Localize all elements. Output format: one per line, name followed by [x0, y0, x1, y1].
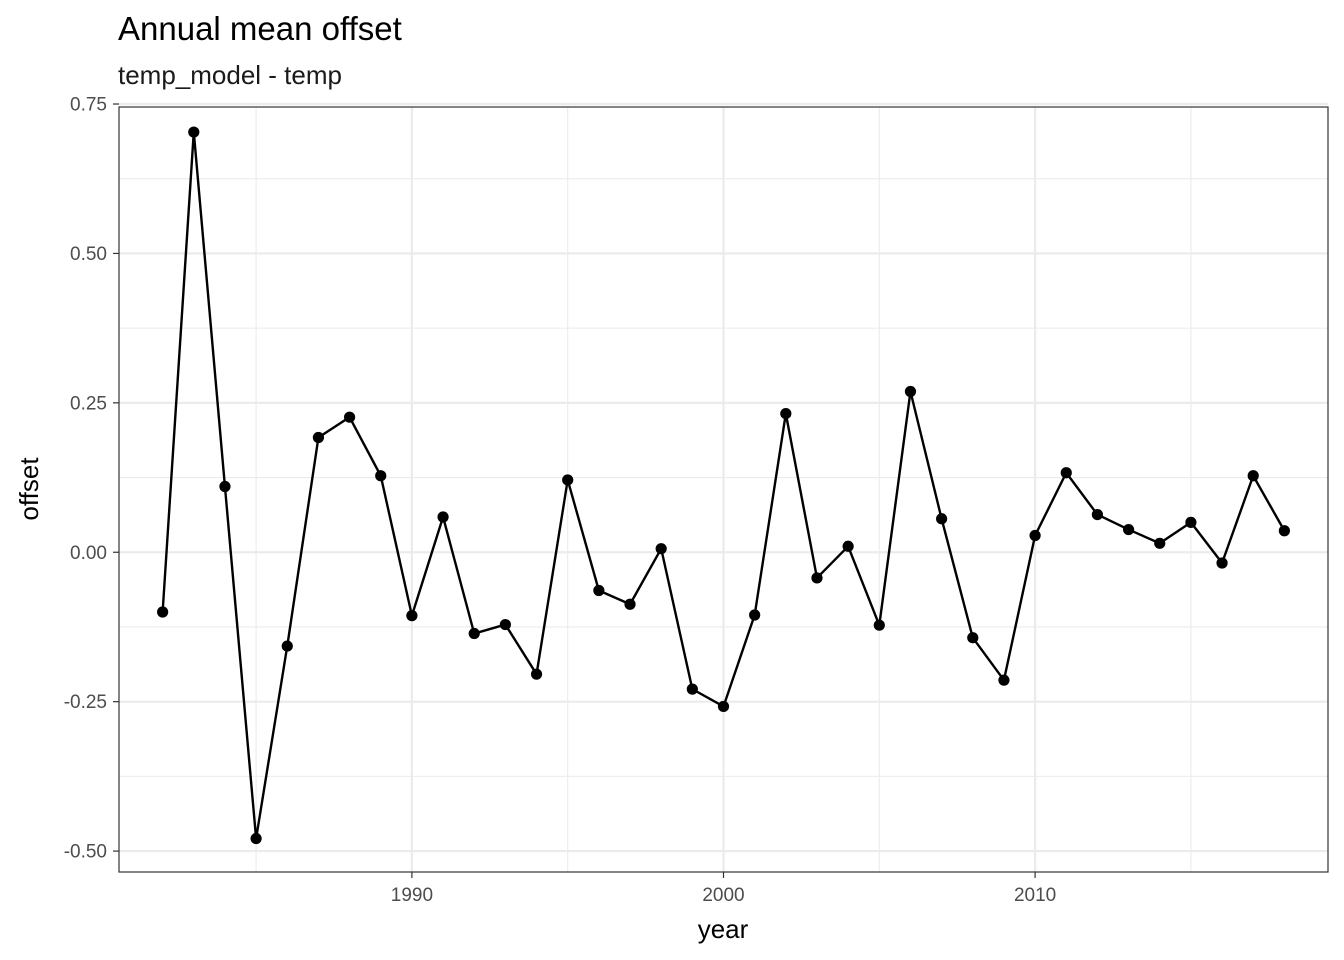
x-tick-label: 2000	[702, 885, 744, 906]
data-point	[811, 572, 823, 584]
data-point	[1185, 516, 1197, 528]
chart-title: Annual mean offset	[118, 10, 402, 47]
data-point	[780, 407, 792, 420]
data-point	[468, 627, 480, 640]
data-point	[1216, 557, 1228, 569]
data-point	[936, 513, 948, 525]
data-point	[437, 511, 449, 523]
data-point	[1247, 470, 1259, 482]
data-point	[219, 480, 231, 493]
data-point	[312, 431, 325, 444]
data-point	[749, 609, 761, 621]
data-point	[1278, 525, 1290, 537]
data-point	[562, 474, 574, 486]
data-point	[1154, 537, 1166, 549]
data-point	[406, 610, 418, 622]
x-tick-label: 1990	[391, 885, 433, 906]
data-point	[1029, 529, 1041, 542]
data-point	[343, 411, 356, 423]
data-point	[717, 700, 730, 713]
y-tick-label: 0.50	[70, 244, 107, 265]
chart-subtitle: temp_model - temp	[118, 60, 342, 90]
y-tick-label: -0.50	[64, 842, 107, 863]
y-tick-label: 0.25	[70, 393, 107, 414]
data-point	[1060, 467, 1072, 479]
x-axis: 1990 2000 2010	[391, 872, 1056, 906]
y-tick-label: 0.00	[70, 543, 107, 564]
data-point	[157, 606, 169, 618]
x-axis-title: year	[698, 914, 749, 944]
x-tick-label: 2010	[1014, 885, 1056, 906]
data-point	[530, 668, 543, 680]
y-axis: -0.50 -0.25 0.00 0.25 0.50 0.75	[64, 95, 119, 863]
data-point	[1091, 509, 1104, 521]
data-point	[281, 640, 293, 652]
data-point	[1122, 523, 1135, 536]
data-point	[998, 674, 1010, 686]
data-point	[250, 832, 262, 845]
data-point	[842, 540, 854, 552]
data-point	[593, 584, 605, 597]
data-points	[157, 126, 1290, 845]
y-axis-title: offset	[14, 457, 44, 521]
y-tick-label: -0.25	[64, 692, 107, 713]
data-point	[904, 385, 917, 398]
data-point	[188, 126, 200, 138]
data-point	[499, 618, 511, 631]
y-tick-label: 0.75	[70, 95, 107, 116]
data-point	[686, 683, 698, 695]
data-point	[967, 632, 979, 644]
data-point	[375, 470, 387, 482]
data-point	[624, 598, 636, 610]
data-point	[655, 543, 667, 555]
data-point	[873, 619, 885, 631]
